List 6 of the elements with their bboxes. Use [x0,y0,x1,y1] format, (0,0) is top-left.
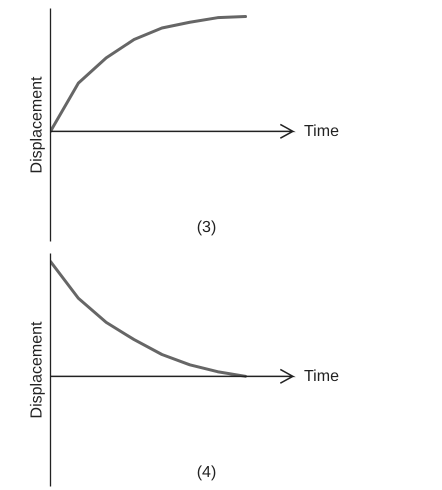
text: (3) [196,219,216,236]
y-axis-title: Displacement [28,76,46,174]
x-axis-title: Time [304,122,340,140]
text: (4) [196,464,216,482]
x-axis-title: Time [304,368,340,385]
y-axis-title: Displacement [28,320,46,418]
